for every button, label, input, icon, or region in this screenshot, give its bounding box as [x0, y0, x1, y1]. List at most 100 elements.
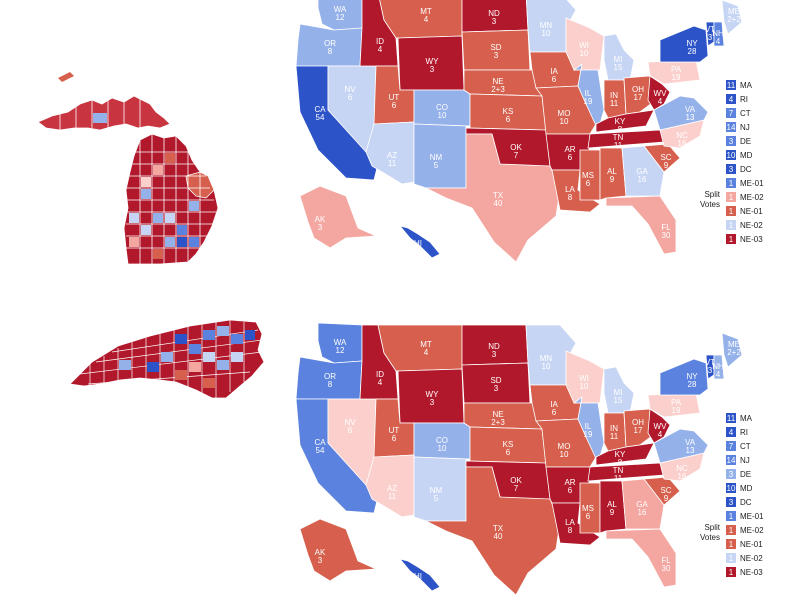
split-vote-box	[726, 234, 736, 244]
state-shape	[653, 428, 709, 464]
small-state-abbr: MD	[740, 484, 753, 493]
state-shape	[643, 476, 681, 506]
split-vote-box	[726, 553, 736, 563]
state-abbr-label: LA	[565, 185, 575, 194]
state-shape	[398, 225, 441, 259]
split-vote-ev: 1	[729, 568, 734, 577]
split-vote-me-02: 1 ME-02	[726, 192, 764, 202]
state-abbr-label: NV	[344, 85, 356, 94]
state-ev-label: 6	[568, 486, 573, 495]
split-vote-box	[726, 220, 736, 230]
small-state-dc: 3 DC	[726, 164, 752, 174]
state-abbr-label: AZ	[387, 484, 397, 493]
state-ev-label: 4	[416, 580, 421, 589]
small-state-ev: 4	[729, 95, 734, 104]
small-state-box	[726, 80, 736, 90]
state-abbr-label: IL	[585, 89, 592, 98]
state-shape	[659, 25, 709, 63]
small-state-box	[726, 455, 736, 465]
state-abbr-label: IA	[550, 400, 558, 409]
small-state-md: 10 MD	[726, 483, 753, 493]
state-abbr-label: NH	[712, 362, 724, 371]
state-ev-label: 8	[568, 526, 573, 535]
state-shape	[647, 408, 671, 444]
small-state-ev: 11	[727, 81, 736, 90]
state-shape	[623, 75, 657, 115]
state-ev-label: 28	[688, 47, 697, 56]
state-shape	[572, 63, 605, 132]
state-abbr-label: WV	[654, 422, 668, 431]
state-ev-label: 10	[560, 117, 569, 126]
state-abbr-label: HI	[414, 572, 422, 581]
state-ev-label: 8	[618, 125, 623, 134]
state-ev-label: 16	[678, 139, 687, 148]
split-vote-box	[726, 178, 736, 188]
small-state-ev: 10	[727, 151, 736, 160]
split-vote-ne-02: 1 NE-02	[726, 220, 763, 230]
state-abbr-label: OK	[510, 143, 522, 152]
state-ev-label: 6	[586, 512, 591, 521]
split-vote-me-01: 1 ME-01	[726, 178, 764, 188]
state-abbr-label: NE	[492, 77, 503, 86]
state-ks: KS6	[469, 426, 547, 464]
state-abbr-label: MT	[420, 7, 432, 16]
state-ev-label: 13	[686, 113, 695, 122]
state-ev-label: 3	[494, 384, 499, 393]
state-ev-label: 11	[388, 492, 397, 501]
small-state-box	[726, 483, 736, 493]
michigan-county-map	[37, 72, 219, 265]
state-ev-label: 6	[392, 101, 397, 110]
state-ev-label: 9	[664, 161, 669, 170]
state-vt: VT3	[705, 21, 715, 47]
state-ev-label: 4	[378, 378, 383, 387]
state-ev-label: 2+3	[491, 85, 505, 94]
state-abbr-label: VT	[705, 358, 715, 367]
state-ne: NE2+3	[463, 69, 543, 97]
state-ev-label: 12	[336, 346, 345, 355]
state-ev-label: 16	[638, 508, 647, 517]
state-ne: NE2+3	[463, 402, 543, 430]
split-votes-caption: Split	[704, 190, 720, 199]
split-vote-abbr: ME-02	[740, 526, 764, 535]
state-ev-label: 11	[388, 159, 397, 168]
small-state-ev: 3	[729, 470, 734, 479]
state-abbr-label: CO	[436, 103, 448, 112]
state-ev-label: 8	[328, 380, 333, 389]
state-hi: HI4	[398, 225, 441, 259]
state-ak: AK3	[299, 518, 377, 582]
state-ev-label: 3	[494, 51, 499, 60]
state-ev-label: 2+2	[727, 348, 741, 357]
small-state-box	[726, 427, 736, 437]
state-ev-label: 28	[688, 380, 697, 389]
state-wy: WY3	[397, 35, 465, 91]
state-id: ID4	[359, 0, 399, 67]
state-abbr-label: NC	[676, 131, 688, 140]
michigan-blue-counties	[93, 113, 199, 259]
small-state-ev: 3	[729, 498, 734, 507]
state-ev-label: 11	[614, 141, 623, 150]
state-ev-label: 6	[506, 115, 511, 124]
state-shape	[721, 0, 743, 35]
small-state-abbr: CT	[740, 109, 751, 118]
state-ks: KS6	[469, 93, 547, 131]
state-abbr-label: TN	[613, 133, 624, 142]
state-ev-label: 19	[584, 430, 593, 439]
split-vote-ev: 1	[729, 540, 734, 549]
state-ev-label: 19	[672, 73, 681, 82]
split-vote-abbr: NE-02	[740, 554, 763, 563]
state-ev-label: 6	[586, 179, 591, 188]
state-hi: HI4	[398, 558, 441, 592]
state-abbr-label: LA	[565, 518, 575, 527]
state-shape	[572, 396, 605, 465]
small-state-ev: 3	[729, 165, 734, 174]
state-shape	[603, 366, 635, 414]
